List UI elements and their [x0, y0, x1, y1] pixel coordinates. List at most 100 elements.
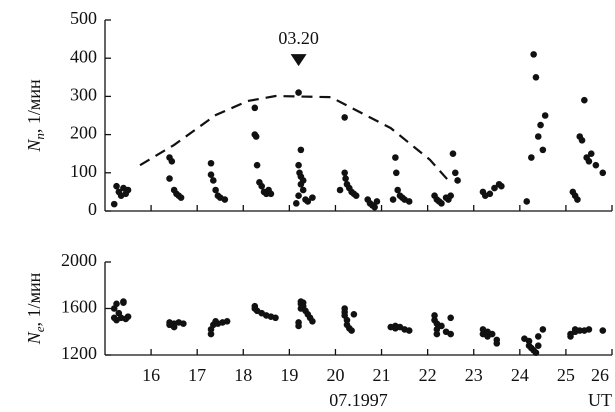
data-point — [498, 182, 505, 190]
x-tick-label: 20 — [326, 365, 344, 385]
data-point — [341, 169, 348, 177]
data-point — [431, 312, 438, 319]
data-point — [212, 186, 219, 194]
x-tick-label: 19 — [280, 365, 298, 385]
data-point — [599, 169, 607, 177]
data-point — [585, 326, 593, 333]
data-point — [120, 298, 127, 305]
y-label-symbol: N — [24, 331, 44, 345]
data-point — [207, 171, 215, 179]
y-tick-label: 1600 — [61, 297, 97, 317]
data-point — [433, 326, 441, 333]
data-point — [447, 314, 454, 322]
data-point — [297, 180, 305, 188]
data-point — [541, 112, 549, 119]
data-point — [576, 327, 584, 334]
data-point — [170, 323, 178, 331]
data-point — [221, 196, 229, 203]
data-point — [299, 186, 307, 194]
data-point — [251, 104, 259, 112]
data-point — [267, 190, 275, 198]
x-axis-label: 07.1997 — [329, 390, 388, 410]
data-point — [122, 190, 130, 198]
data-point — [578, 137, 586, 144]
data-point — [272, 314, 279, 322]
data-point — [309, 194, 316, 201]
data-point — [371, 203, 378, 211]
data-point — [539, 326, 547, 333]
data-point — [341, 114, 348, 121]
data-point — [342, 175, 349, 182]
data-point — [592, 161, 600, 169]
data-point — [525, 337, 533, 345]
x-tick-label: 23 — [465, 365, 483, 385]
data-point — [297, 146, 305, 154]
data-point — [486, 190, 494, 198]
x-tick-label: 21 — [373, 365, 391, 385]
data-point — [581, 96, 588, 104]
y-tick-label: 2000 — [61, 250, 97, 270]
data-point — [295, 319, 302, 326]
x-axis-unit: UT — [588, 390, 612, 410]
y-axis-label: Ne, 1/мин — [24, 272, 47, 345]
data-point — [113, 182, 120, 190]
data-point — [405, 327, 413, 334]
data-point — [523, 198, 531, 205]
data-point — [304, 198, 312, 205]
data-point — [336, 186, 344, 194]
y-label-subscript: e — [32, 326, 47, 332]
y-tick-label: 200 — [70, 123, 97, 143]
y-tick-label: 300 — [70, 85, 97, 105]
data-point — [528, 154, 535, 161]
y-label-symbol: N — [24, 139, 44, 153]
data-point — [405, 198, 413, 205]
data-point — [587, 150, 595, 157]
data-point — [352, 192, 360, 200]
data-point — [258, 182, 266, 190]
data-point — [350, 311, 358, 318]
data-point — [223, 317, 231, 325]
data-point — [534, 133, 542, 140]
data-point — [295, 161, 302, 169]
data-point — [210, 177, 217, 184]
data-point — [295, 89, 302, 96]
data-point — [574, 196, 581, 203]
data-point — [253, 161, 261, 169]
y-tick-label: 0 — [88, 199, 97, 219]
data-point — [113, 300, 120, 308]
data-point — [539, 146, 547, 154]
data-point — [454, 177, 461, 184]
data-point — [532, 349, 540, 356]
annotation-marker — [290, 54, 307, 67]
data-point — [447, 192, 454, 200]
x-tick-label: 16 — [142, 365, 160, 385]
data-point — [537, 121, 544, 129]
data-point — [343, 316, 351, 324]
data-point — [389, 196, 397, 203]
data-point — [124, 313, 132, 320]
x-tick-label: 22 — [419, 365, 437, 385]
data-point — [166, 175, 173, 182]
data-point — [180, 320, 187, 327]
data-point — [207, 330, 215, 338]
data-point — [168, 158, 176, 165]
data-point — [491, 184, 498, 192]
y-axis-label: Nn, 1/мин — [24, 79, 47, 153]
x-tick-label: 26 — [591, 365, 609, 385]
data-point — [585, 158, 593, 165]
x-tick-label: 17 — [188, 365, 206, 385]
data-point — [534, 342, 542, 350]
y-label-subscript: n — [32, 133, 47, 140]
y-tick-label: 400 — [70, 46, 97, 66]
dashed-curve — [139, 94, 452, 184]
data-point — [438, 322, 445, 330]
data-point — [392, 154, 399, 161]
data-point — [348, 327, 355, 334]
data-point — [309, 317, 316, 325]
annotation-text: 03.20 — [278, 28, 319, 48]
data-point — [394, 186, 401, 194]
data-point — [292, 200, 300, 207]
data-point — [207, 159, 215, 167]
